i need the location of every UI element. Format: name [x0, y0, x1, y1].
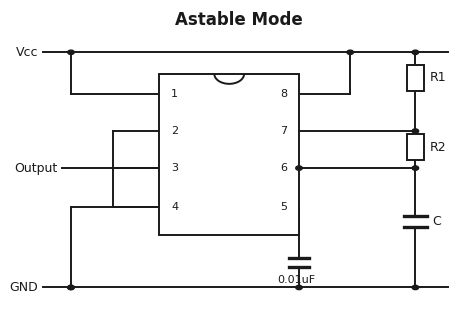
- Circle shape: [68, 285, 74, 289]
- Text: 2: 2: [171, 126, 178, 136]
- Text: R2: R2: [430, 141, 447, 154]
- Text: C: C: [433, 215, 441, 228]
- Bar: [407, 65, 424, 91]
- Text: 6: 6: [281, 163, 287, 173]
- Text: 0.01uF: 0.01uF: [278, 275, 316, 285]
- Text: 1: 1: [171, 89, 178, 99]
- Text: GND: GND: [9, 281, 38, 294]
- Bar: [159, 74, 299, 235]
- Circle shape: [68, 50, 74, 54]
- Bar: [407, 134, 424, 160]
- Text: 3: 3: [171, 163, 178, 173]
- Text: Vcc: Vcc: [16, 46, 38, 59]
- Circle shape: [347, 50, 354, 54]
- Text: Astable Mode: Astable Mode: [174, 11, 302, 29]
- Text: 8: 8: [280, 89, 287, 99]
- Circle shape: [412, 50, 419, 54]
- Circle shape: [68, 285, 74, 289]
- Circle shape: [412, 166, 419, 170]
- Circle shape: [296, 285, 302, 289]
- Text: 4: 4: [171, 202, 178, 212]
- Text: 7: 7: [280, 126, 287, 136]
- Circle shape: [412, 285, 419, 289]
- Circle shape: [296, 166, 302, 170]
- Text: 5: 5: [281, 202, 287, 212]
- Text: R1: R1: [430, 71, 447, 84]
- Text: Output: Output: [14, 162, 57, 175]
- Circle shape: [412, 129, 419, 133]
